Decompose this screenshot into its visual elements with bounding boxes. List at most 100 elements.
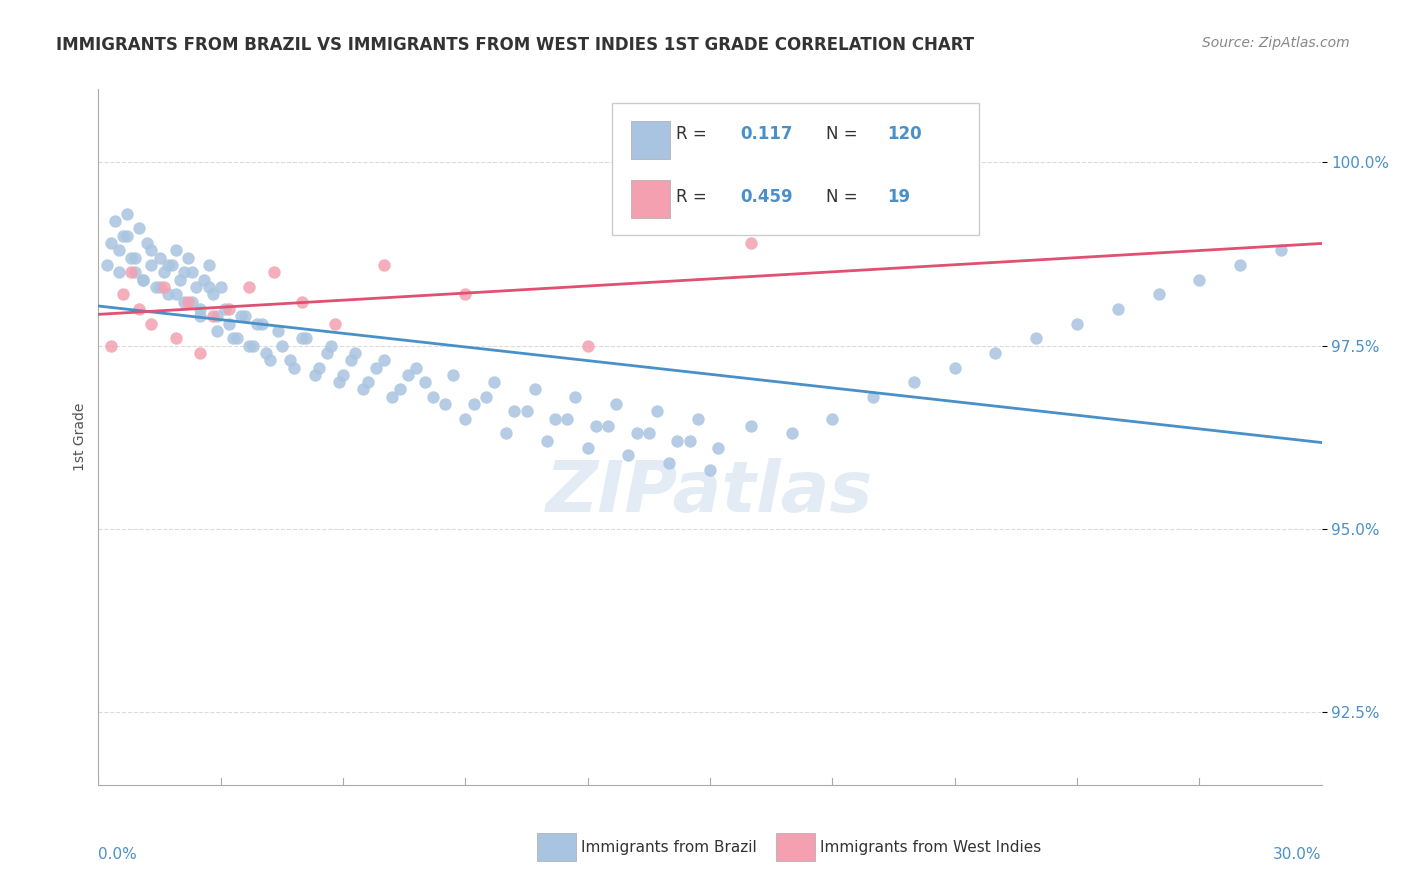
Point	[254, 346, 277, 360]
Point	[278, 353, 301, 368]
Point	[1107, 301, 1129, 316]
Point	[454, 411, 477, 425]
Point	[141, 258, 163, 272]
Point	[381, 390, 404, 404]
Point	[205, 310, 228, 324]
Point	[201, 287, 224, 301]
Point	[104, 214, 127, 228]
Point	[205, 324, 228, 338]
Point	[564, 390, 586, 404]
Point	[482, 375, 505, 389]
Point	[686, 411, 709, 425]
Point	[132, 272, 155, 286]
Point	[120, 265, 142, 279]
Point	[576, 338, 599, 352]
Point	[188, 346, 212, 360]
Text: IMMIGRANTS FROM BRAZIL VS IMMIGRANTS FROM WEST INDIES 1ST GRADE CORRELATION CHAR: IMMIGRANTS FROM BRAZIL VS IMMIGRANTS FRO…	[56, 36, 974, 54]
Point	[555, 411, 579, 425]
Y-axis label: 1st Grade: 1st Grade	[73, 403, 87, 471]
Point	[707, 441, 730, 455]
Point	[165, 287, 187, 301]
Point	[352, 383, 374, 397]
Point	[214, 301, 236, 316]
Point	[495, 426, 517, 441]
Point	[780, 426, 803, 441]
Point	[173, 265, 195, 279]
Point	[405, 360, 427, 375]
Text: Immigrants from Brazil: Immigrants from Brazil	[581, 840, 756, 855]
FancyBboxPatch shape	[630, 179, 669, 218]
Point	[156, 258, 179, 272]
Point	[181, 265, 204, 279]
Point	[246, 317, 269, 331]
Text: Immigrants from West Indies: Immigrants from West Indies	[820, 840, 1040, 855]
Point	[319, 338, 342, 352]
Point	[226, 331, 249, 345]
Point	[323, 317, 346, 331]
Point	[197, 280, 219, 294]
Point	[238, 280, 260, 294]
Point	[149, 280, 172, 294]
Point	[242, 338, 264, 352]
Point	[740, 235, 762, 250]
Point	[188, 301, 212, 316]
Point	[291, 331, 314, 345]
Text: N =: N =	[827, 126, 858, 144]
Text: Source: ZipAtlas.com: Source: ZipAtlas.com	[1202, 36, 1350, 50]
Text: R =: R =	[676, 126, 707, 144]
Point	[111, 287, 134, 301]
Point	[1147, 287, 1170, 301]
Point	[315, 346, 337, 360]
Point	[441, 368, 464, 382]
Point	[396, 368, 419, 382]
Point	[283, 360, 305, 375]
Point	[422, 390, 444, 404]
Point	[124, 265, 146, 279]
Point	[332, 368, 354, 382]
Point	[536, 434, 558, 448]
Point	[209, 280, 232, 294]
Point	[108, 265, 131, 279]
Point	[658, 456, 681, 470]
Point	[389, 383, 412, 397]
Point	[128, 221, 150, 235]
Point	[364, 360, 387, 375]
Point	[238, 338, 260, 352]
Point	[699, 463, 721, 477]
Point	[181, 294, 204, 309]
Point	[605, 397, 627, 411]
Point	[596, 419, 619, 434]
Text: ZIPatlas: ZIPatlas	[547, 458, 873, 527]
Point	[201, 310, 224, 324]
Point	[576, 441, 599, 455]
Text: 19: 19	[887, 188, 911, 206]
Text: 0.0%: 0.0%	[98, 847, 138, 863]
Point	[218, 301, 240, 316]
Point	[267, 324, 290, 338]
Point	[177, 251, 200, 265]
Point	[474, 390, 498, 404]
Point	[152, 280, 174, 294]
Point	[679, 434, 702, 448]
Point	[96, 258, 118, 272]
Point	[263, 265, 285, 279]
Point	[295, 331, 318, 345]
Point	[108, 244, 131, 258]
Point	[740, 419, 762, 434]
Point	[943, 360, 966, 375]
Point	[115, 228, 138, 243]
Point	[1188, 272, 1211, 286]
Point	[128, 301, 150, 316]
Point	[141, 317, 163, 331]
Point	[156, 287, 179, 301]
Point	[141, 244, 163, 258]
Point	[308, 360, 330, 375]
Point	[626, 426, 648, 441]
Point	[344, 346, 367, 360]
Point	[165, 244, 187, 258]
Point	[617, 449, 640, 463]
Point	[100, 235, 122, 250]
Point	[585, 419, 607, 434]
Point	[821, 411, 844, 425]
Text: N =: N =	[827, 188, 858, 206]
